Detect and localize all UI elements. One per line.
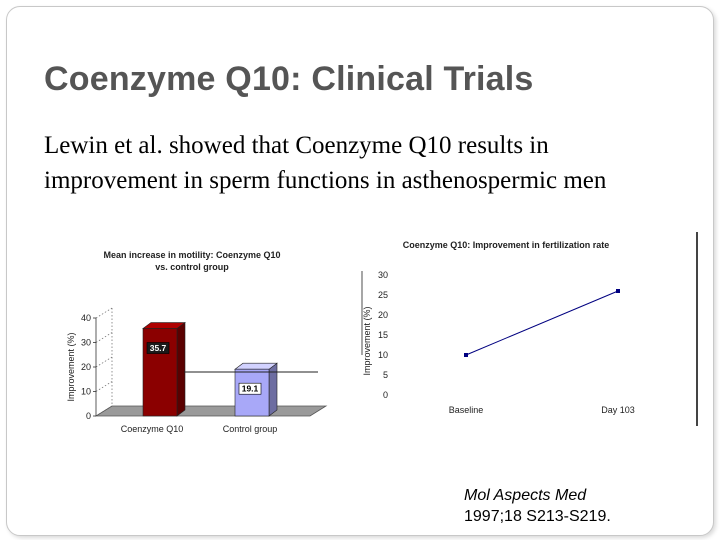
citation-journal: Mol Aspects Med	[464, 487, 587, 504]
data-point	[616, 289, 620, 293]
motility-bar-chart: Mean increase in motility: Coenzyme Q10 …	[56, 246, 328, 442]
vertical-divider	[696, 232, 698, 426]
y-tick-label: 15	[378, 330, 388, 340]
y-axis-label: Improvement (%)	[362, 306, 372, 375]
bar-value-label: 19.1	[242, 384, 259, 394]
slide-frame	[6, 6, 714, 536]
fertilization-line-chart-svg: 0 5 10 15 20 25 30 Improvement (%) Baseline Day 1…	[361, 270, 635, 415]
depth-guide	[95, 307, 113, 319]
chart2-title: Coenzyme Q10: Improvement in fertilizati…	[402, 240, 610, 250]
depth-guide	[95, 356, 113, 368]
y-tick-label: 30	[378, 270, 388, 280]
series-line	[465, 290, 619, 356]
x-category-label: Day 103	[601, 405, 635, 415]
citation-reference: 1997;18 S213-S219.	[464, 508, 611, 525]
x-category-label: Coenzyme Q10	[121, 424, 184, 434]
data-point	[464, 353, 468, 357]
y-tick-label: 20	[81, 362, 91, 372]
bar-coenzyme-q10	[142, 328, 178, 417]
y-tick-label: 5	[383, 370, 388, 380]
bar-side-face	[176, 321, 186, 417]
y-tick-label: 20	[378, 310, 388, 320]
y-tick-label: 10	[378, 350, 388, 360]
y-tick-label: 10	[81, 387, 91, 397]
bar-value-box	[146, 342, 170, 354]
y-tick-label: 25	[378, 290, 388, 300]
citation: Mol Aspects Med 1997;18 S213-S219.	[464, 485, 611, 527]
y-axis-label: Improvement (%)	[66, 332, 76, 401]
chart-title-line1: Mean increase in motility: Coenzyme Q10	[103, 250, 281, 260]
depth-guide	[95, 381, 113, 392]
y-tick-label: 40	[81, 313, 91, 323]
chart-floor	[94, 405, 328, 417]
bar-value-label: 35.7	[150, 343, 167, 353]
fertilization-line-chart: Coenzyme Q10: Improvement in fertilizati…	[356, 234, 700, 430]
bar-value-box	[238, 382, 262, 395]
y-tick-label: 0	[383, 390, 388, 400]
bar-side-face	[268, 362, 278, 417]
x-category-label: Control group	[223, 424, 278, 434]
slide-body-text: Lewin et al. showed that Coenzyme Q10 re…	[44, 132, 607, 194]
y-tick-label: 30	[81, 338, 91, 348]
x-category-label: Baseline	[449, 405, 484, 415]
depth-guide	[95, 332, 113, 343]
slide-title: Coenzyme Q10: Clinical Trials	[44, 60, 534, 98]
chart-title-line2: vs. control group	[155, 262, 229, 272]
motility-bar-chart-svg: 0 10 20 30 40 Improvement (%) 35.7 Coenzyme Q10…	[66, 307, 328, 434]
y-tick-label: 0	[86, 411, 91, 421]
